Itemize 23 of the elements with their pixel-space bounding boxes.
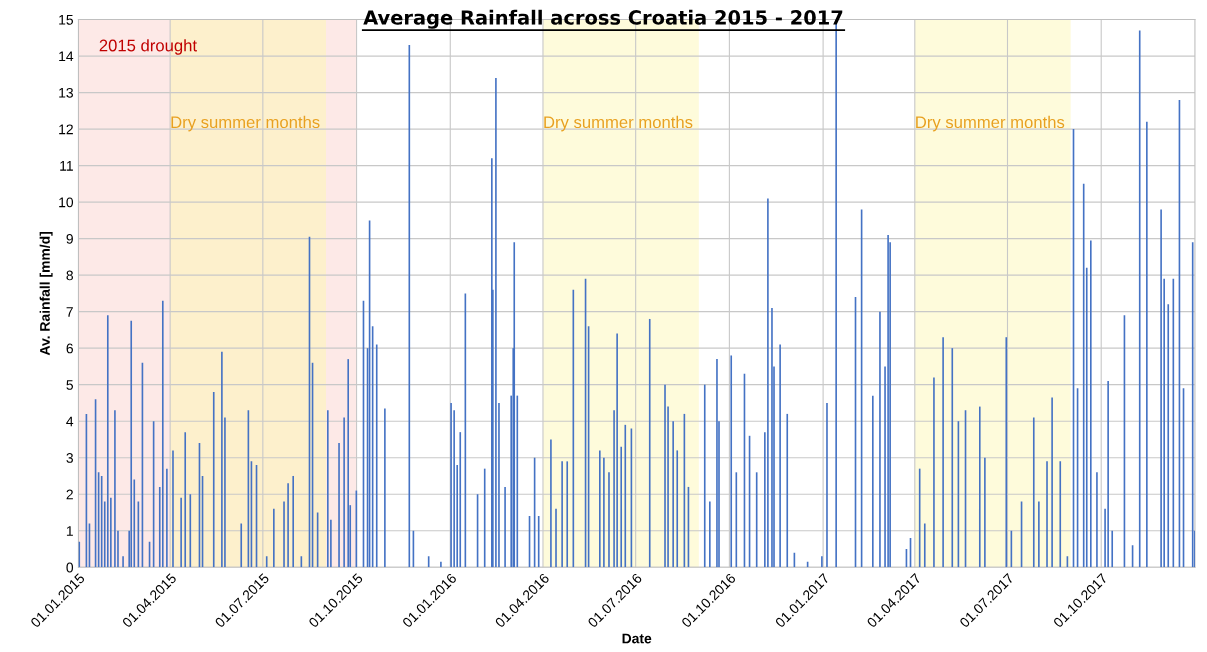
y-tick-label: 11 bbox=[60, 161, 73, 171]
y-tick-label: 10 bbox=[59, 197, 74, 208]
y-tick-label: 8 bbox=[66, 270, 73, 281]
band-label: Dry summer months bbox=[916, 115, 1065, 132]
y-tick-label: 6 bbox=[66, 343, 73, 354]
y-tick-label: 3 bbox=[66, 453, 73, 463]
y-tick-label: 14 bbox=[59, 51, 74, 62]
y-tick-label: 15 bbox=[59, 15, 74, 25]
band-label: 2015 drought bbox=[99, 39, 197, 55]
chart-title: Average Rainfall across Croatia 2015 - 2017 bbox=[363, 9, 843, 29]
y-tick-label: 5 bbox=[66, 380, 74, 390]
band-label: Dry summer months bbox=[544, 115, 693, 132]
y-tick-label: 1 bbox=[66, 526, 73, 536]
y-tick-label: 13 bbox=[59, 87, 73, 98]
y-tick-label: 0 bbox=[66, 562, 74, 573]
y-tick-label: 9 bbox=[66, 233, 73, 244]
y-axis-title: Av. Rainfall [mm/d] bbox=[39, 232, 53, 356]
x-axis-title: Date bbox=[622, 633, 652, 644]
y-tick-label: 2 bbox=[66, 489, 73, 500]
y-tick-label: 4 bbox=[66, 416, 74, 427]
band-label: Dry summer months bbox=[171, 115, 320, 132]
y-tick-label: 7 bbox=[66, 307, 73, 317]
y-tick-label: 12 bbox=[59, 124, 73, 135]
